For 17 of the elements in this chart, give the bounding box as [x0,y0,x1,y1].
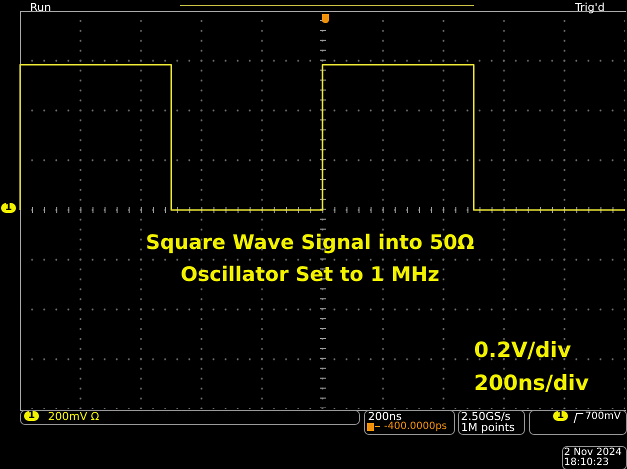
text: -400.0000ps [384,421,447,432]
text: 1 [1,202,16,213]
text: 700mV [585,411,621,422]
text: 2.50GS/s [461,410,510,423]
text: 2 Nov 2024 [564,447,622,458]
text: 1 [24,410,39,421]
text: 0.2V/div [474,338,572,362]
text: 1M points [461,421,515,434]
text: 200ns [368,410,402,423]
text: 200ns/div [474,371,589,395]
text: Oscillator Set to 1 MHz [180,262,440,286]
text: 18:10:23 [564,457,609,468]
text: Square Wave Signal into 50Ω [146,230,474,254]
text: 200mV Ω [48,410,100,423]
text: Run [30,1,52,14]
text: Trig'd [575,1,605,14]
text: 1 [553,410,568,421]
